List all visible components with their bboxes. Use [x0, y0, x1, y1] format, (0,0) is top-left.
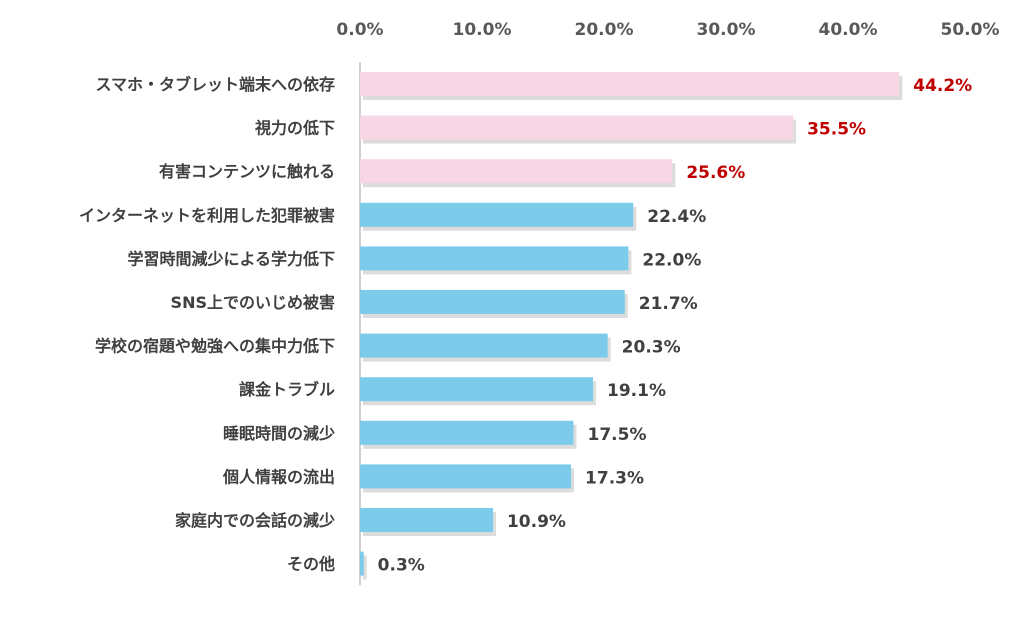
- value-label: 17.3%: [585, 468, 644, 488]
- x-axis-ticks: 0.0% 10.0% 20.0% 30.0% 40.0% 50.0%: [336, 20, 999, 40]
- value-label: 10.9%: [507, 512, 566, 532]
- x-tick-label: 40.0%: [819, 20, 878, 40]
- category-label: 学習時間減少による学力低下: [127, 249, 335, 268]
- bar: [360, 202, 634, 227]
- category-label: 課金トラブル: [239, 380, 335, 399]
- bar: [360, 246, 629, 271]
- bar: [360, 333, 608, 358]
- category-label: 睡眠時間の減少: [223, 424, 335, 443]
- bar-shadow: [363, 555, 367, 580]
- category-label: SNS上でのいじめ被害: [171, 293, 335, 312]
- bar: [360, 420, 574, 445]
- x-tick-label: 20.0%: [575, 20, 634, 40]
- bar: [360, 551, 364, 576]
- bar: [360, 464, 572, 489]
- x-tick-label: 10.0%: [453, 20, 512, 40]
- bar: [360, 377, 594, 402]
- value-label: 22.4%: [647, 207, 706, 227]
- category-label: 有害コンテンツに触れる: [159, 162, 335, 181]
- bars-group: [360, 72, 903, 580]
- value-label: 35.5%: [807, 120, 866, 140]
- value-label: 25.6%: [686, 163, 745, 183]
- category-label: 家庭内での会話の減少: [175, 511, 335, 530]
- category-labels: スマホ・タブレット端末への依存視力の低下有害コンテンツに触れるインターネットを利…: [79, 75, 335, 574]
- x-tick-label: 0.0%: [336, 20, 383, 40]
- x-tick-label: 30.0%: [697, 20, 756, 40]
- value-label: 44.2%: [913, 76, 972, 96]
- category-label: スマホ・タブレット端末への依存: [95, 75, 335, 94]
- category-label: インターネットを利用した犯罪被害: [79, 206, 335, 225]
- bar: [360, 290, 625, 314]
- bar: [360, 159, 673, 184]
- bar: [360, 115, 794, 140]
- value-labels: 44.2% 35.5% 25.6% 22.4% 22.0% 21.7% 20.3% 19.1%…: [378, 76, 973, 576]
- value-label: 20.3%: [622, 338, 681, 358]
- category-label: 個人情報の流出: [222, 467, 335, 486]
- value-label: 21.7%: [639, 294, 698, 314]
- value-label: 22.0%: [642, 250, 701, 270]
- x-tick-label: 50.0%: [941, 20, 1000, 40]
- value-label: 17.5%: [588, 425, 647, 445]
- category-label: 学校の宿題や勉強への集中力低下: [95, 337, 335, 356]
- bar: [360, 72, 900, 96]
- bar: [360, 508, 493, 532]
- value-label: 0.3%: [378, 556, 425, 576]
- category-label: その他: [287, 555, 335, 574]
- category-label: 視力の低下: [254, 119, 335, 138]
- value-label: 19.1%: [607, 381, 666, 401]
